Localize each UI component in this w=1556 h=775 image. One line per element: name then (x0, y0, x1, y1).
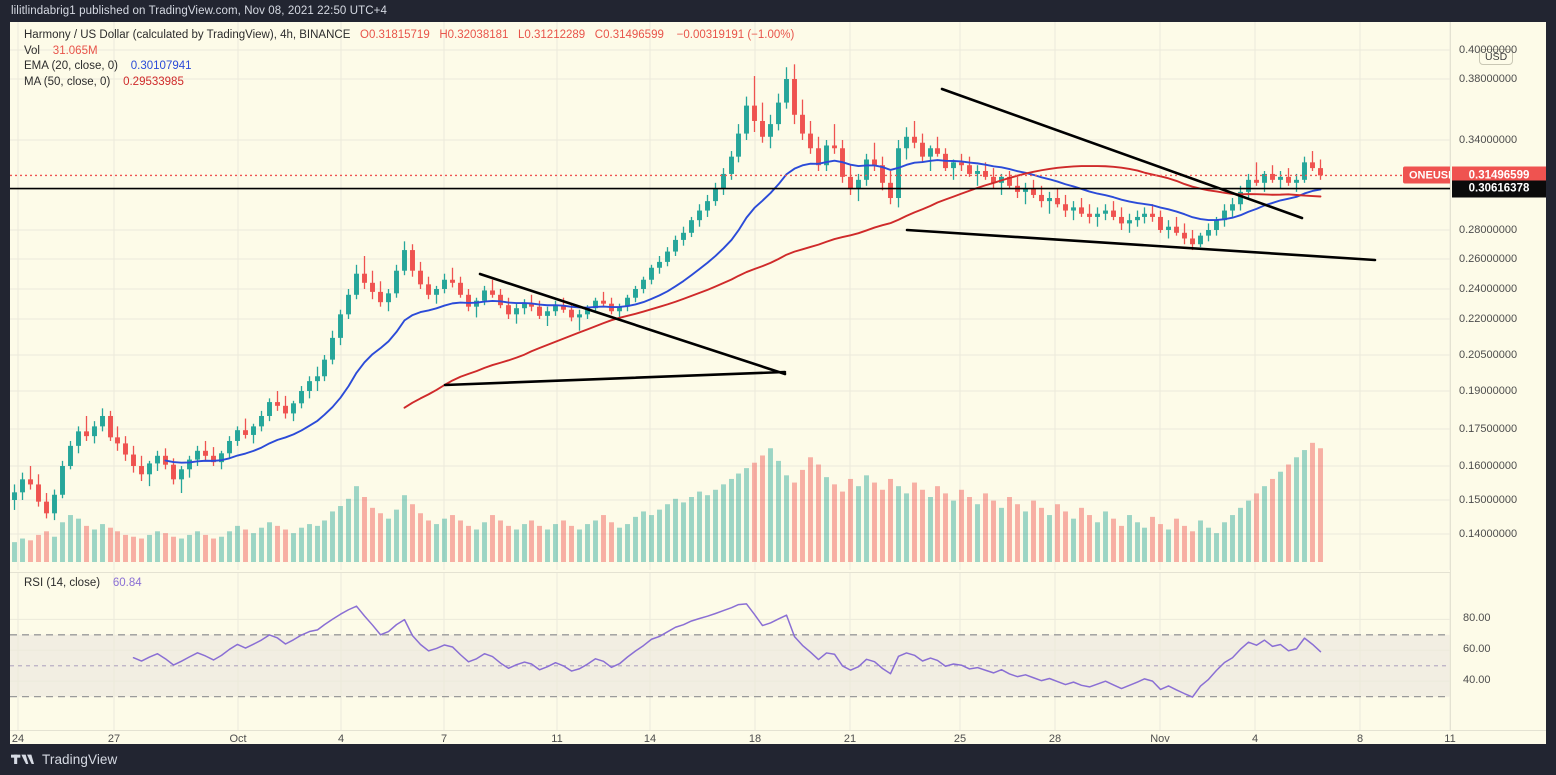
footer-bar: TradingView (0, 744, 1556, 775)
rsi-legend: RSI (14, close) 60.84 (24, 577, 142, 589)
price-tick-label: 0.24000000 (1459, 283, 1518, 295)
rsi-tick-label: 60.00 (1463, 643, 1491, 656)
time-tick-label: 27 (107, 733, 121, 745)
time-tick-label: 4 (1251, 733, 1259, 745)
time-tick-label: 14 (643, 733, 657, 745)
rsi-plot (10, 573, 1451, 731)
time-tick-label: 4 (337, 733, 345, 745)
time-tick-label: 8 (1356, 733, 1364, 745)
time-tick-label: 28 (1048, 733, 1062, 745)
rsi-legend-label: RSI (14, close) (24, 577, 101, 589)
price-axis[interactable]: USD 0.40000000 0.38000000 0.34000000 0.2800… (1450, 22, 1546, 730)
price-tick-label: 0.40000000 (1459, 44, 1518, 56)
price-tick-label: 0.19000000 (1459, 385, 1518, 397)
price-tick-label: 0.14000000 (1459, 528, 1518, 540)
time-tick-label: 7 (440, 733, 448, 745)
time-tick-label: 21 (843, 733, 857, 745)
publisher-text: lilitlindabrig1 published on TradingView… (11, 5, 387, 17)
price-tick-label: 0.26000000 (1459, 253, 1518, 265)
price-plot (10, 22, 1451, 570)
price-tick-label: 0.17500000 (1459, 423, 1518, 435)
rsi-pane[interactable]: RSI (14, close) 60.84 (10, 572, 1451, 731)
publisher-bar: lilitlindabrig1 published on TradingView… (0, 0, 1556, 22)
price-tick-label: 0.34000000 (1459, 134, 1518, 146)
currency-pill-button[interactable]: USD (1479, 49, 1514, 65)
time-tick-label: 11 (1444, 733, 1456, 745)
chart-frame: Harmony / US Dollar (calculated by Tradi… (10, 22, 1546, 745)
rsi-tick-label: 80.00 (1463, 612, 1491, 625)
price-tick-label: 0.38000000 (1459, 73, 1518, 85)
price-pane[interactable]: Harmony / US Dollar (calculated by Tradi… (10, 22, 1451, 570)
price-tick-label: 0.15000000 (1459, 494, 1518, 506)
tradingview-brand[interactable]: TradingView (11, 752, 117, 767)
time-axis[interactable]: 24 27 Oct 4 7 11 14 18 21 25 28 Nov 4 8 11 (10, 730, 1546, 745)
price-tick-label: 0.28000000 (1459, 224, 1518, 236)
rsi-tick-label: 40.00 (1463, 674, 1491, 687)
time-tick-label: 24 (11, 733, 25, 745)
tradingview-logo-icon (11, 754, 34, 764)
price-tick-label: 0.22000000 (1459, 313, 1518, 325)
rsi-legend-value: 60.84 (112, 577, 142, 589)
time-tick-label: 18 (748, 733, 762, 745)
price-tick-label: 0.20500000 (1459, 349, 1518, 361)
price-tick-label: 0.16000000 (1459, 460, 1518, 472)
time-tick-label: 11 (551, 733, 563, 745)
time-tick-label: Nov (1150, 733, 1170, 745)
crosshair-price-tag[interactable]: 0.30616378 (1452, 180, 1546, 198)
current-price-tag[interactable]: 0.31496599 (1452, 166, 1546, 184)
time-tick-label: Oct (229, 733, 247, 745)
tradingview-wordmark: TradingView (42, 752, 118, 767)
symbol-price-tag[interactable]: ONEUSD (1403, 166, 1451, 184)
time-tick-label: 25 (953, 733, 967, 745)
